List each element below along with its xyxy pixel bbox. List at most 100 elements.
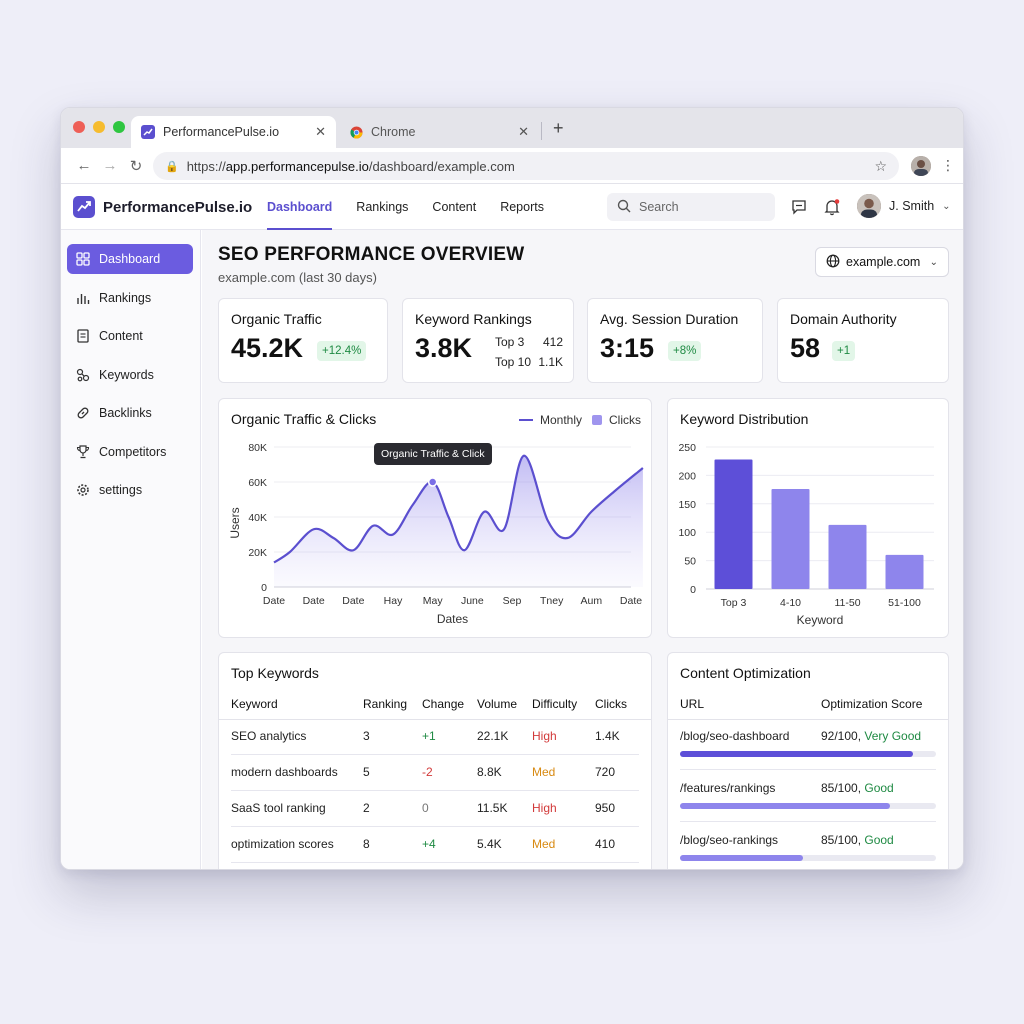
cell-url[interactable]: /blog/seo-dashboard xyxy=(680,729,790,743)
globe-icon xyxy=(826,254,840,271)
row-divider xyxy=(680,821,936,822)
kpi-value: 58 xyxy=(790,333,821,363)
grid-icon xyxy=(75,251,91,267)
browser-menu-icon[interactable]: ⋮ xyxy=(941,157,955,173)
lock-icon: 🔒 xyxy=(165,160,179,173)
browser-tab-performancepulse[interactable]: PerformancePulse.io ✕ xyxy=(131,116,336,148)
feedback-icon[interactable] xyxy=(789,197,809,217)
sidebar-item-label: Backlinks xyxy=(99,406,152,420)
x-tick-label: Top 3 xyxy=(721,597,747,609)
kpi-title: Keyword Rankings xyxy=(415,311,532,327)
address-bar: ← → ↻ 🔒 https://app.performancepulse.io/… xyxy=(61,148,963,184)
score-progress-track xyxy=(680,855,936,861)
col-difficulty[interactable]: Difficulty xyxy=(532,697,578,711)
cell-url[interactable]: /blog/seo-rankings xyxy=(680,833,779,847)
col-keyword[interactable]: Keyword xyxy=(231,697,278,711)
chart-title: Keyword Distribution xyxy=(680,411,809,427)
kpi-domain-authority: Domain Authority 58 +1 xyxy=(777,298,949,383)
cell-volume: 22.1K xyxy=(477,729,509,743)
highlighted-point xyxy=(427,477,438,487)
top10-label: Top 10 xyxy=(495,355,532,369)
sidebar-item-content[interactable]: Content xyxy=(67,321,193,351)
legend-monthly[interactable]: Monthly xyxy=(519,413,582,427)
cell-ranking: 5 xyxy=(363,765,370,779)
x-tick-label: Date xyxy=(342,595,364,607)
sidebar-item-backlinks[interactable]: Backlinks xyxy=(67,398,193,428)
cell-url[interactable]: /features/rankings xyxy=(680,781,776,795)
domain-select[interactable]: example.com ⌄ xyxy=(815,247,949,277)
cell-keyword[interactable]: SEO analytics xyxy=(231,729,307,743)
cell-clicks: 950 xyxy=(595,801,616,815)
x-tick-label: June xyxy=(461,595,484,607)
chevron-down-icon: ⌄ xyxy=(942,200,951,212)
score-value: 85/100, xyxy=(821,833,865,847)
cell-clicks: 720 xyxy=(595,765,616,779)
bar xyxy=(771,489,810,589)
col-clicks[interactable]: Clicks xyxy=(595,697,627,711)
browser-profile-avatar[interactable] xyxy=(911,156,931,176)
cell-keyword[interactable]: optimization scores xyxy=(231,837,334,851)
nav-rankings[interactable]: Rankings xyxy=(356,200,409,214)
cell-keyword[interactable]: modern dashboards xyxy=(231,765,338,779)
trophy-icon xyxy=(75,444,91,460)
cell-change: 0 xyxy=(422,801,429,815)
col-volume[interactable]: Volume xyxy=(477,697,518,711)
close-tab-icon[interactable]: ✕ xyxy=(518,124,529,139)
sidebar-item-dashboard[interactable]: Dashboard xyxy=(67,244,193,274)
user-menu[interactable]: J. Smith ⌄ xyxy=(857,194,951,218)
sidebar-item-rankings[interactable]: Rankings xyxy=(67,283,193,313)
cell-keyword[interactable]: SaaS tool ranking xyxy=(231,801,326,815)
legend-line-swatch xyxy=(519,419,533,421)
y-tick-label: 0 xyxy=(261,582,267,594)
legend-label: Monthly xyxy=(540,413,583,427)
document-icon xyxy=(75,328,91,344)
col-change[interactable]: Change xyxy=(422,697,465,711)
organic-traffic-chart-card: Organic Traffic & Clicks Monthly Clicks … xyxy=(218,398,652,638)
url-input[interactable]: 🔒 https://app.performancepulse.io/dashbo… xyxy=(153,152,899,180)
sidebar-item-keywords[interactable]: Keywords xyxy=(67,360,193,390)
close-tab-icon[interactable]: ✕ xyxy=(315,124,326,139)
nav-content[interactable]: Content xyxy=(432,200,477,214)
col-optimization-score[interactable]: Optimization Score xyxy=(821,697,923,711)
cell-difficulty: High xyxy=(532,801,557,815)
bell-icon[interactable] xyxy=(822,197,842,217)
y-axis-label: Users xyxy=(228,507,242,538)
legend-clicks[interactable]: Clicks xyxy=(592,413,641,427)
cell-change: -2 xyxy=(422,765,433,779)
cell-difficulty: High xyxy=(532,729,557,743)
score-progress-track xyxy=(680,751,936,757)
cell-difficulty: Med xyxy=(532,765,556,779)
chart-title: Organic Traffic & Clicks xyxy=(231,411,377,427)
brand[interactable]: PerformancePulse.io xyxy=(73,196,252,218)
tab-strip: PerformancePulse.io ✕ Chrome ✕ + xyxy=(61,108,963,148)
top3-value: 412 xyxy=(542,335,563,349)
nav-reports[interactable]: Reports xyxy=(500,200,544,214)
maximize-window-button[interactable] xyxy=(113,121,125,133)
cell-score: 85/100, Good xyxy=(821,781,894,795)
header-divider xyxy=(219,719,651,720)
cell-clicks: 410 xyxy=(595,837,616,851)
sidebar-item-competitors[interactable]: Competitors xyxy=(67,437,193,467)
back-icon[interactable]: ← xyxy=(76,157,92,174)
forward-icon[interactable]: → xyxy=(102,157,118,174)
minimize-window-button[interactable] xyxy=(93,121,105,133)
reload-icon[interactable]: ↻ xyxy=(129,157,143,175)
nav-dashboard[interactable]: Dashboard xyxy=(267,184,333,230)
top-keywords-card: Top Keywords Keyword Ranking Change Volu… xyxy=(218,652,652,869)
row-divider xyxy=(231,790,639,791)
col-url[interactable]: URL xyxy=(680,697,705,711)
trend-logo-icon xyxy=(73,196,95,218)
bookmark-star-icon[interactable]: ☆ xyxy=(874,157,887,174)
y-tick-label: 0 xyxy=(690,584,696,596)
row-divider xyxy=(231,826,639,827)
x-tick-label: 4-10 xyxy=(780,597,801,609)
bar xyxy=(885,554,924,589)
new-tab-icon[interactable]: + xyxy=(553,118,564,138)
y-tick-label: 200 xyxy=(678,470,696,482)
score-progress-fill xyxy=(680,803,890,809)
sidebar-item-settings[interactable]: settings xyxy=(67,475,193,505)
col-ranking[interactable]: Ranking xyxy=(363,697,408,711)
browser-tab-chrome[interactable]: Chrome ✕ xyxy=(339,116,539,148)
search-input[interactable]: Search xyxy=(607,193,775,221)
close-window-button[interactable] xyxy=(73,121,85,133)
